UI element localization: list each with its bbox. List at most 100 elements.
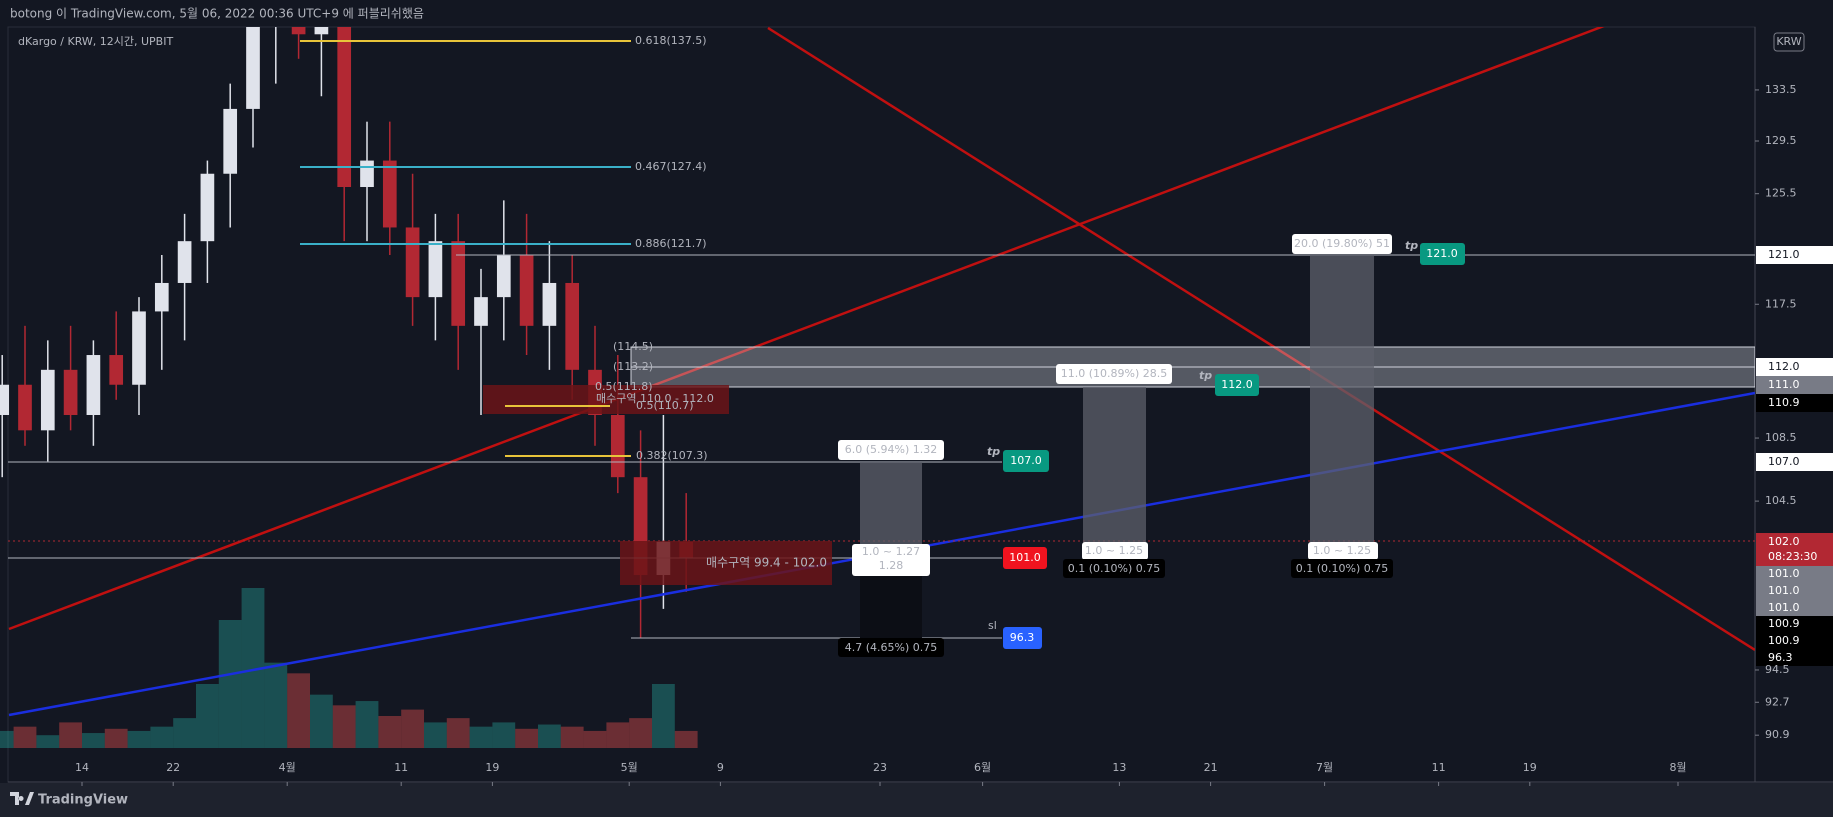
fib-label: 0.5(111.8) [595, 380, 653, 393]
volume-bar [560, 726, 584, 748]
currency-badge [1773, 32, 1805, 52]
position-box [1310, 255, 1374, 544]
fib-label: 0.382(107.3) [636, 449, 708, 462]
candle-body [428, 241, 443, 298]
fib-label: 0.618(137.5) [635, 34, 707, 47]
price-badge-text: 107.0 [1768, 455, 1800, 468]
volume-bar [173, 718, 196, 748]
position-label: 1.0 ~ 1.25 [1313, 544, 1371, 557]
volume-bar [515, 728, 538, 748]
position-label: 0.1 (0.10%) 0.75 [1296, 562, 1389, 575]
labels: 0.618(137.5) 0.467(127.4) 0.886(121.7) (… [595, 34, 1465, 657]
price-badge-text: 101.0 [1768, 584, 1800, 597]
price-badge [1756, 616, 1833, 666]
volume-bar [355, 701, 379, 748]
volume-bar [332, 705, 356, 748]
y-tick-label: 133.5 [1765, 83, 1797, 96]
brand-logo [10, 792, 34, 805]
volume-bar [424, 722, 447, 748]
volume-bar [59, 722, 82, 748]
footer-bar [0, 783, 1833, 817]
volume-bar [287, 673, 310, 748]
volume-bar [401, 709, 424, 748]
tp-label: tp [1199, 369, 1212, 382]
candle-body [132, 311, 146, 385]
buy-zone [483, 385, 729, 414]
volume-bar [82, 733, 105, 748]
x-tick-label: 19 [1523, 761, 1537, 774]
candle-body [405, 227, 420, 298]
price-badge-text: 96.3 [1768, 651, 1793, 664]
volume-bar [629, 718, 652, 748]
price-badge [1756, 533, 1833, 566]
candle-body [177, 241, 192, 283]
candle-body [314, 27, 329, 35]
candle-body [360, 160, 374, 188]
volume-bar [446, 718, 470, 748]
x-tick-label: 8월 [1669, 761, 1686, 774]
candle-body [519, 254, 534, 326]
position-label-bg [1308, 542, 1378, 560]
y-tick-label: 104.5 [1765, 494, 1797, 507]
x-tick-label: 6월 [974, 761, 991, 774]
price-badge-text: 100.9 [1768, 617, 1800, 630]
x-tick-label: 7월 [1316, 761, 1333, 774]
volume-bar [241, 588, 265, 748]
price-badge [1756, 376, 1833, 394]
x-tick-label: 19 [485, 761, 499, 774]
trend-line [8, 27, 1605, 631]
volume-bar [310, 694, 333, 748]
price-badge-text: 100.9 [1768, 634, 1800, 647]
candle-body [18, 384, 32, 431]
volume-bar [469, 726, 493, 748]
entry-badge [1003, 547, 1047, 569]
symbol-info: dKargo / KRW, 12시간, UPBIT [18, 35, 173, 48]
candle-body [474, 297, 488, 326]
volume-bar [13, 726, 37, 748]
level-label: (114.5) [613, 340, 653, 353]
candle-body [565, 282, 580, 370]
candle-body [200, 173, 215, 242]
fib-label: 0.886(121.7) [635, 237, 707, 250]
level-label: (113.2) [613, 360, 653, 373]
candle-body [86, 355, 101, 415]
candle-body [154, 282, 169, 312]
price-badge [1756, 453, 1833, 471]
candle-body [610, 414, 625, 478]
price-badge-text: 102.0 [1768, 535, 1800, 548]
tp-value: 121.0 [1426, 247, 1458, 260]
zone-label: 매수구역 99.4 - 102.0 [706, 556, 827, 570]
y-tick-label: 117.5 [1765, 297, 1797, 310]
candle-body [451, 241, 466, 326]
fib-label: 0.467(127.4) [635, 160, 707, 173]
volume-bar [492, 722, 516, 748]
y-tick-label: 92.7 [1765, 695, 1790, 708]
price-badge-text: 101.0 [1768, 601, 1800, 614]
candle-body [0, 384, 10, 415]
tp-badge [1420, 243, 1465, 265]
buy-zone [620, 541, 832, 585]
currency: KRW [1776, 35, 1801, 48]
price-badge-text: 101.0 [1768, 567, 1800, 580]
position-label: 1.0 ~ 1.25 [1085, 544, 1143, 557]
x-tick-label: 4월 [279, 761, 296, 774]
candle-body [63, 369, 78, 415]
position-label-bg [1291, 559, 1393, 578]
position-label: 1.0 ~ 1.27 [862, 545, 920, 558]
volume-bar [674, 730, 698, 748]
tp-value: 112.0 [1221, 378, 1253, 391]
position-label: 0.1 (0.10%) 0.75 [1068, 562, 1161, 575]
volume-bar [150, 726, 174, 748]
position-label-bg [1063, 559, 1165, 578]
position-label-bg [1056, 364, 1172, 384]
position-label: 20.0 (19.80%) 51 [1294, 237, 1390, 250]
position-label-bg [838, 440, 944, 460]
candle-body [223, 108, 238, 174]
x-tick-label: 13 [1112, 761, 1126, 774]
tp-label: tp [1405, 239, 1418, 252]
volume-bar [378, 716, 402, 748]
candle-body [496, 254, 511, 298]
zone-label: 매수구역 110.0 - 112.0 [596, 392, 714, 405]
candle-body [40, 369, 55, 431]
